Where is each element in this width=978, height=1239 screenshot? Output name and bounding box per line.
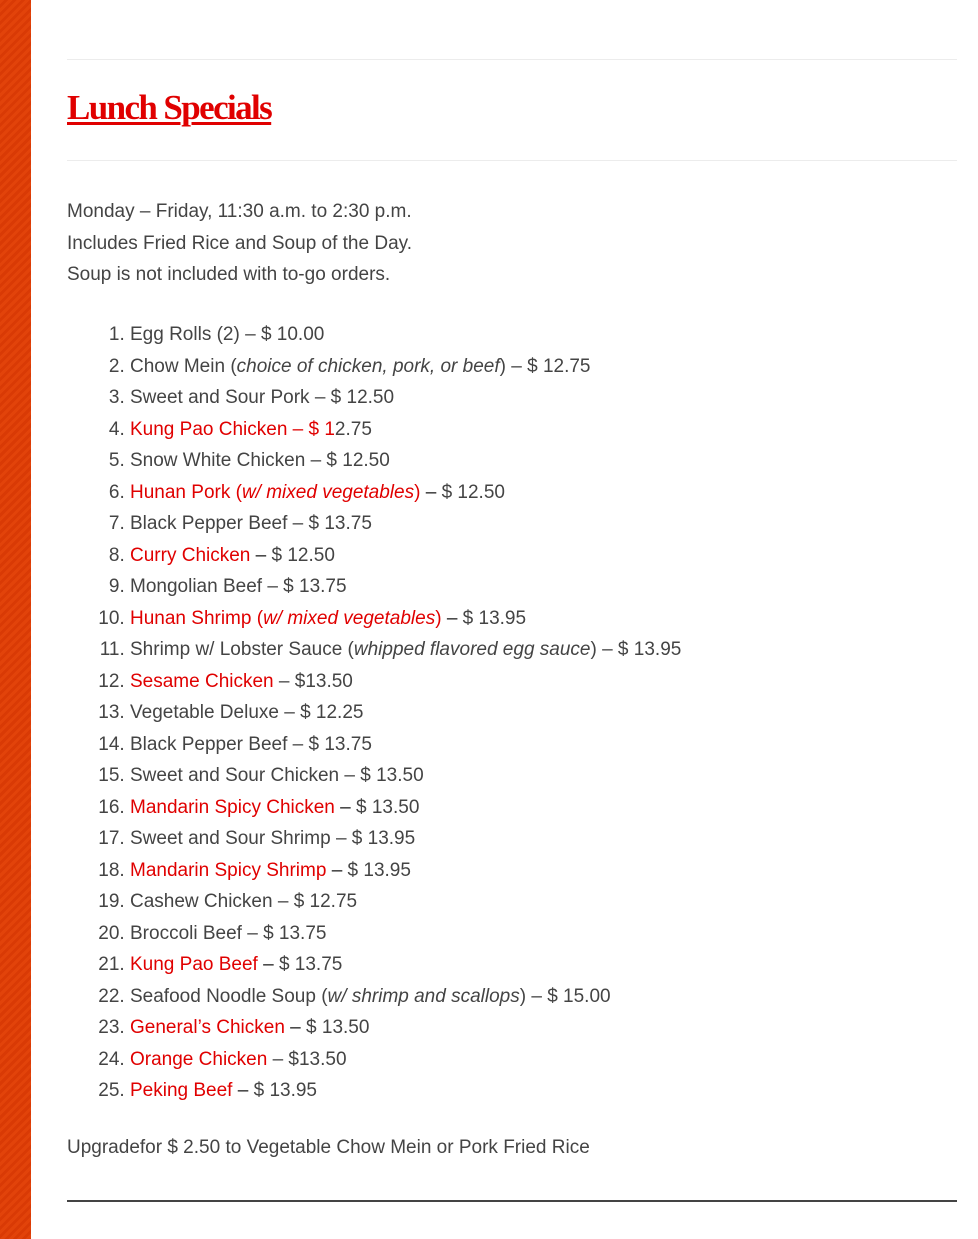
menu-item-highlight: Peking Beef	[130, 1080, 233, 1101]
menu-item-text: Black Pepper Beef – $ 13.75	[130, 513, 372, 534]
menu-item-text: $ 13.95	[253, 1080, 317, 1101]
menu-item: Kung Pao Chicken – $ 12.75	[130, 414, 681, 446]
menu-item-text: Sweet and Sour Chicken – $ 13.50	[130, 765, 424, 786]
menu-item-highlight: Mandarin Spicy Shrimp	[130, 859, 327, 881]
divider-top	[67, 59, 957, 60]
menu-item-text: $ 13.50	[356, 796, 420, 818]
menu-item-text: –	[232, 1080, 254, 1101]
menu-item-text: Egg Rolls (2) – $ 10.00	[130, 324, 325, 345]
menu-item-text: whipped flavored egg sauce	[353, 639, 591, 660]
menu-item: Black Pepper Beef – $ 13.75	[130, 508, 681, 540]
menu-item-highlight: Kung Pao Chicken – $ 1	[130, 418, 335, 440]
menu-item-highlight: Curry Chicken	[130, 544, 251, 566]
menu-item-text: –	[334, 796, 356, 818]
menu-item: Peking Beef – $ 13.95	[130, 1075, 681, 1107]
menu-item-highlight: Sesame Chicken	[130, 670, 274, 692]
menu-item-text: –	[284, 1017, 307, 1038]
menu-item: Mandarin Spicy Chicken – $ 13.50	[130, 792, 681, 824]
menu-item-text: –	[326, 859, 348, 881]
menu-item-text: $ 12.50	[441, 481, 505, 503]
menu-item: Chow Mein (choice of chicken, pork, or b…	[130, 351, 681, 383]
menu-item-text: Sweet and Sour Shrimp – $ 13.95	[130, 828, 416, 849]
menu-item: Cashew Chicken – $ 12.75	[130, 886, 681, 918]
menu-item: Hunan Shrimp (w/ mixed vegetables) – $ 1…	[130, 603, 681, 635]
menu-item: Curry Chicken – $ 12.50	[130, 540, 681, 572]
menu-item: Egg Rolls (2) – $ 10.00	[130, 319, 681, 351]
menu-item-text: Vegetable Deluxe – $ 12.25	[130, 702, 364, 723]
menu-item: Black Pepper Beef – $ 13.75	[130, 729, 681, 761]
menu-item-highlight: Hunan Shrimp (	[130, 607, 264, 629]
menu-item-text: Sweet and Sour Pork – $ 12.50	[130, 387, 395, 408]
togo-note-line: Soup is not included with to-go orders.	[67, 264, 391, 285]
menu-item-text: $ 13.95	[347, 859, 411, 881]
menu-item: Broccoli Beef – $ 13.75	[130, 918, 681, 950]
menu-item: Seafood Noodle Soup (w/ shrimp and scall…	[130, 981, 681, 1013]
menu-item: Shrimp w/ Lobster Sauce (whipped flavore…	[130, 634, 681, 666]
divider-title	[67, 160, 957, 161]
menu-item-text: $ 12.50	[271, 544, 335, 566]
intro-text: Monday – Friday, 11:30 a.m. to 2:30 p.m.…	[67, 196, 412, 291]
menu-item-text: –	[420, 481, 442, 503]
menu-item-text: Chow Mein (	[130, 355, 237, 377]
menu-item-text: $ 13.75	[278, 954, 343, 975]
page-title: Lunch Specials	[67, 88, 273, 127]
menu-item-text: –	[250, 544, 272, 566]
menu-item-highlight: Orange Chicken	[130, 1048, 268, 1070]
menu-item-highlight: w/ mixed vegetables	[263, 607, 436, 629]
menu-item: Mandarin Spicy Shrimp – $ 13.95	[130, 855, 681, 887]
menu-item-text: Broccoli Beef – $ 13.75	[130, 922, 327, 944]
menu-item: Sweet and Sour Chicken – $ 13.50	[130, 760, 681, 792]
menu-item-text: Mongolian Beef – $ 13.75	[130, 576, 347, 597]
menu-item-highlight: Mandarin Spicy Chicken	[130, 796, 335, 818]
menu-item-text: Cashew Chicken – $ 12.75	[130, 891, 358, 912]
menu-item: Sweet and Sour Pork – $ 12.50	[130, 382, 681, 414]
decorative-side-stripe	[0, 0, 31, 1239]
menu-item: Mongolian Beef – $ 13.75	[130, 571, 681, 603]
menu-item-text: ) – $ 12.75	[499, 355, 591, 377]
menu-item-highlight: w/ mixed vegetables	[241, 481, 415, 503]
menu-item-text: – $13.50	[273, 670, 353, 692]
menu-item: Kung Pao Beef – $ 13.75	[130, 949, 681, 981]
menu-item-text: Shrimp w/ Lobster Sauce (	[130, 639, 354, 660]
menu-item-text: $ 13.95	[462, 607, 527, 629]
menu-item: Sweet and Sour Shrimp – $ 13.95	[130, 823, 681, 855]
menu-item: Hunan Pork (w/ mixed vegetables) – $ 12.…	[130, 477, 681, 509]
menu-item: Orange Chicken – $13.50	[130, 1044, 681, 1076]
menu-item-highlight: Kung Pao Beef	[130, 954, 258, 975]
upgrade-note: Upgradefor $ 2.50 to Vegetable Chow Mein…	[67, 1137, 590, 1158]
menu-item-text: ) – $ 13.95	[590, 639, 682, 660]
menu-item-highlight: )	[414, 481, 421, 503]
divider-bottom	[67, 1200, 957, 1202]
menu-item-text: – $13.50	[267, 1048, 347, 1070]
menu-item-highlight: Hunan Pork (	[130, 481, 242, 503]
menu-item-text: choice of chicken, pork, or beef	[236, 355, 500, 377]
menu-item-text: –	[441, 607, 463, 629]
menu-item: Snow White Chicken – $ 12.50	[130, 445, 681, 477]
menu-item-highlight: )	[435, 607, 442, 629]
hours-line: Monday – Friday, 11:30 a.m. to 2:30 p.m.	[67, 201, 412, 222]
menu-item-text: ) – $ 15.00	[519, 985, 611, 1007]
menu-list: Egg Rolls (2) – $ 10.00 Chow Mein (choice…	[67, 319, 681, 1107]
menu-item-text: Snow White Chicken – $ 12.50	[130, 450, 390, 471]
menu-item: Sesame Chicken – $13.50	[130, 666, 681, 698]
menu-item-text: w/ shrimp and scallops	[327, 985, 520, 1007]
menu-item-text: Black Pepper Beef – $ 13.75	[130, 733, 372, 755]
menu-item: Vegetable Deluxe – $ 12.25	[130, 697, 681, 729]
menu-item-text: $ 13.50	[306, 1017, 370, 1038]
includes-line: Includes Fried Rice and Soup of the Day.	[67, 232, 413, 254]
menu-item-highlight: General’s Chicken	[130, 1017, 285, 1038]
menu-item-text: –	[257, 954, 279, 975]
menu-item-text: 2.75	[334, 418, 372, 440]
menu-item: General’s Chicken – $ 13.50	[130, 1012, 681, 1044]
menu-item-text: Seafood Noodle Soup (	[130, 985, 328, 1007]
